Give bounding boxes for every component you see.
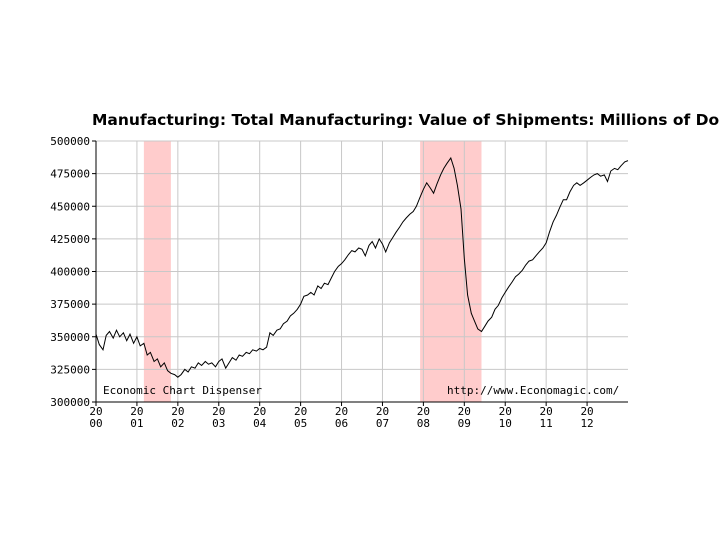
x-tick-label-bottom: 10 bbox=[499, 417, 512, 430]
y-tick-label: 350000 bbox=[50, 331, 90, 344]
annotation-right: http://www.Economagic.com/ bbox=[447, 384, 619, 397]
x-tick-label-bottom: 04 bbox=[253, 417, 267, 430]
y-axis-ticks: 500000 475000 450000 425000 400000 375000 3500… bbox=[50, 135, 96, 409]
y-tick-label: 425000 bbox=[50, 233, 90, 246]
x-tick-label-top: 20 bbox=[253, 405, 266, 418]
x-tick-label-bottom: 03 bbox=[212, 417, 225, 430]
x-tick-label-top: 20 bbox=[417, 405, 430, 418]
y-tick-label: 375000 bbox=[50, 298, 90, 311]
y-tick-label: 450000 bbox=[50, 200, 90, 213]
x-tick-label-bottom: 05 bbox=[294, 417, 307, 430]
chart-title: Manufacturing: Total Manufacturing: Valu… bbox=[92, 111, 720, 129]
x-tick-label-bottom: 02 bbox=[171, 417, 184, 430]
series-group bbox=[95, 156, 629, 378]
x-tick-label-top: 20 bbox=[335, 405, 348, 418]
x-tick-label-bottom: 06 bbox=[335, 417, 348, 430]
x-tick-label-top: 20 bbox=[458, 405, 471, 418]
x-tick-label-bottom: 07 bbox=[376, 417, 389, 430]
annotation-left: Economic Chart Dispenser bbox=[103, 384, 262, 397]
y-tick-label: 500000 bbox=[50, 135, 90, 148]
x-tick-label-bottom: 11 bbox=[540, 417, 553, 430]
gridlines bbox=[95, 140, 628, 403]
series-line-1 bbox=[95, 156, 629, 378]
x-tick-label-top: 20 bbox=[540, 405, 553, 418]
x-tick-label-bottom: 08 bbox=[417, 417, 430, 430]
x-tick-label-top: 20 bbox=[89, 405, 102, 418]
x-tick-label-top: 20 bbox=[130, 405, 143, 418]
x-tick-label-bottom: 00 bbox=[89, 417, 102, 430]
x-tick-label-top: 20 bbox=[212, 405, 225, 418]
x-tick-label-bottom: 01 bbox=[130, 417, 143, 430]
x-tick-label-bottom: 09 bbox=[458, 417, 471, 430]
x-axis-ticks: 2000200120022003200420052006200720082009… bbox=[89, 402, 594, 430]
x-tick-label-top: 20 bbox=[376, 405, 389, 418]
x-tick-label-top: 20 bbox=[499, 405, 512, 418]
x-tick-label-bottom: 12 bbox=[580, 417, 593, 430]
x-tick-label-top: 20 bbox=[294, 405, 307, 418]
x-tick-label-top: 20 bbox=[171, 405, 184, 418]
y-tick-label: 325000 bbox=[50, 363, 90, 376]
x-tick-label-top: 20 bbox=[580, 405, 593, 418]
y-tick-label: 400000 bbox=[50, 266, 90, 279]
y-tick-label: 300000 bbox=[50, 396, 90, 409]
y-tick-label: 475000 bbox=[50, 168, 90, 181]
